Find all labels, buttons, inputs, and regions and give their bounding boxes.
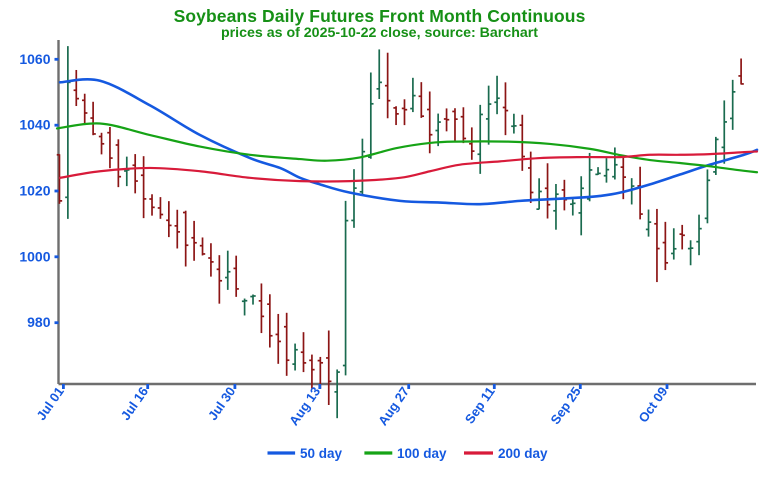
- svg-text:50 day: 50 day: [300, 446, 343, 461]
- svg-text:Sep 11: Sep 11: [462, 384, 498, 426]
- svg-text:Sep 25: Sep 25: [547, 384, 583, 427]
- svg-text:100 day: 100 day: [397, 446, 447, 461]
- svg-text:Oct 09: Oct 09: [635, 384, 670, 425]
- svg-text:Aug 27: Aug 27: [375, 384, 412, 428]
- svg-text:1000: 1000: [19, 248, 50, 264]
- svg-text:200 day: 200 day: [498, 446, 548, 461]
- svg-text:1060: 1060: [19, 51, 50, 67]
- svg-text:1020: 1020: [19, 183, 50, 199]
- svg-text:Jul 16: Jul 16: [118, 384, 151, 423]
- svg-text:Jul 01: Jul 01: [33, 384, 66, 423]
- svg-text:980: 980: [27, 314, 51, 330]
- svg-text:Aug 13: Aug 13: [286, 384, 323, 428]
- svg-text:Jul 30: Jul 30: [205, 384, 238, 423]
- svg-text:1040: 1040: [19, 117, 50, 133]
